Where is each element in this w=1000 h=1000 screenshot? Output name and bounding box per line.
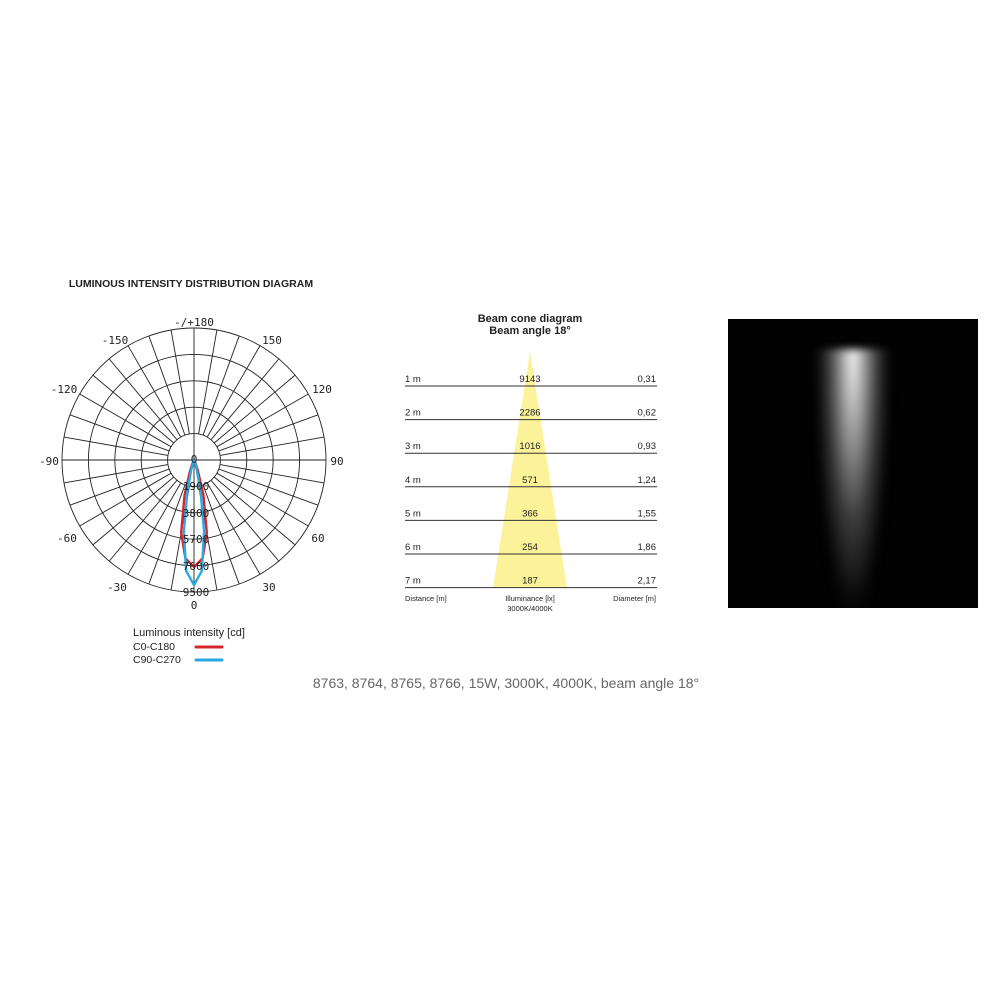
polar-spoke xyxy=(216,393,309,448)
polar-spoke xyxy=(79,472,172,527)
polar-spoke xyxy=(210,358,280,441)
row-distance: 1 m xyxy=(405,374,421,385)
row-illuminance: 366 xyxy=(522,508,538,519)
polar-grid xyxy=(61,327,327,593)
polar-spoke xyxy=(170,329,190,435)
angle-label-minus-120: -120 xyxy=(51,383,78,396)
col-illuminance-label: Illuminance [lx] xyxy=(505,594,555,603)
polar-spoke xyxy=(210,479,280,562)
polar-spoke xyxy=(92,374,175,444)
row-distance: 6 m xyxy=(405,542,421,553)
angle-labels: -/+180 150 -150 120 -120 90 -90 60 -60 3… xyxy=(39,316,344,612)
row-diameter: 0,62 xyxy=(638,408,657,419)
polar-spoke xyxy=(148,335,186,436)
row-illuminance: 571 xyxy=(522,475,538,486)
legend-label-c0: C0-C180 xyxy=(133,641,175,653)
polar-spoke xyxy=(79,393,172,448)
ring-label: 1900 xyxy=(183,480,210,493)
row-diameter: 0,93 xyxy=(638,441,657,452)
row-diameter: 1,55 xyxy=(638,508,657,519)
row-distance: 7 m xyxy=(405,576,421,587)
polar-title: LUMINOUS INTENSITY DISTRIBUTION DIAGRAM xyxy=(69,278,313,290)
angle-label-minus-60: -60 xyxy=(57,532,77,545)
col-distance-label: Distance [m] xyxy=(405,594,447,603)
angle-label-minus-30: -30 xyxy=(107,581,127,594)
col-diameter-label: Diameter [m] xyxy=(613,594,656,603)
row-illuminance: 2286 xyxy=(519,408,540,419)
angle-label-120: 120 xyxy=(312,383,332,396)
row-illuminance: 9143 xyxy=(519,374,540,385)
angle-label-minus-90: -90 xyxy=(39,455,59,468)
ring-label: 7600 xyxy=(183,560,210,573)
ring-labels: 0 1900 3800 5700 7600 9500 xyxy=(183,453,210,599)
ring-label: 3800 xyxy=(183,507,210,520)
row-distance: 4 m xyxy=(405,475,421,486)
polar-spoke xyxy=(206,345,261,438)
polar-spoke xyxy=(63,464,169,484)
polar-spoke xyxy=(216,472,309,527)
polar-legend: Luminous intensity [cd] C0-C180 C90-C270 xyxy=(133,627,245,666)
angle-label-150: 150 xyxy=(262,334,282,347)
polar-spoke xyxy=(92,476,175,546)
polar-spoke xyxy=(69,414,170,452)
angle-label-0: 0 xyxy=(191,599,198,612)
angle-label-180: -/+180 xyxy=(174,316,214,329)
light-beam-photo xyxy=(728,319,978,608)
polar-spoke xyxy=(108,358,178,441)
beam-cone xyxy=(493,352,567,588)
polar-spoke xyxy=(198,329,218,435)
angle-label-minus-150: -150 xyxy=(102,334,129,347)
polar-curves xyxy=(180,458,208,587)
row-diameter: 1,24 xyxy=(638,475,657,486)
polar-spoke xyxy=(213,374,296,444)
row-diameter: 0,31 xyxy=(638,374,657,385)
caption: 8763, 8764, 8765, 8766, 15W, 3000K, 4000… xyxy=(312,675,700,691)
polar-spoke xyxy=(219,436,325,456)
angle-label-30: 30 xyxy=(262,581,275,594)
row-illuminance: 187 xyxy=(522,576,538,587)
beam-title: Beam cone diagram xyxy=(478,313,583,325)
angle-label-90: 90 xyxy=(330,455,343,468)
polar-spoke xyxy=(202,335,240,436)
row-illuminance: 1016 xyxy=(519,441,540,452)
col-illuminance-sub: 3000K/4000K xyxy=(507,604,552,613)
polar-spoke xyxy=(218,414,319,452)
curve-c90-c270 xyxy=(182,458,206,587)
row-distance: 5 m xyxy=(405,508,421,519)
ring-label: 5700 xyxy=(183,533,210,546)
polar-spoke xyxy=(213,476,296,546)
row-diameter: 2,17 xyxy=(638,576,657,587)
legend-title: Luminous intensity [cd] xyxy=(133,627,245,639)
legend-label-c90: C90-C270 xyxy=(133,654,181,666)
polar-spoke xyxy=(219,464,325,484)
polar-spoke xyxy=(127,482,182,575)
ring-label: 9500 xyxy=(183,586,210,599)
light-beam xyxy=(808,349,898,608)
angle-label-60: 60 xyxy=(311,532,324,545)
beam-subtitle: Beam angle 18° xyxy=(489,325,570,337)
polar-spoke xyxy=(127,345,182,438)
row-diameter: 1,86 xyxy=(638,542,657,553)
center-label: 0 xyxy=(191,453,198,466)
polar-spoke xyxy=(63,436,169,456)
row-distance: 2 m xyxy=(405,408,421,419)
polar-spoke xyxy=(206,482,261,575)
polar-spoke xyxy=(202,484,240,585)
polar-spoke xyxy=(148,484,186,585)
row-illuminance: 254 xyxy=(522,542,538,553)
beam-rows: 1 m 9143 0,31 2 m 2286 0,62 3 m 1016 0,93 4 m 571 1… xyxy=(405,374,657,589)
polar-spoke xyxy=(218,468,319,506)
row-distance: 3 m xyxy=(405,441,421,452)
polar-spoke xyxy=(69,468,170,506)
polar-spoke xyxy=(108,479,178,562)
